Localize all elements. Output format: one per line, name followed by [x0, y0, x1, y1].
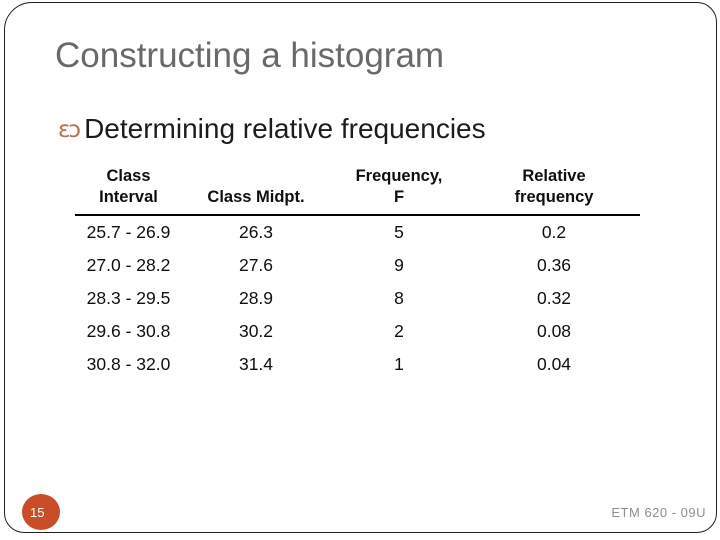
flourish-bullet-icon: ɛɔ [58, 117, 81, 143]
header-relative-frequency: Relative frequency [468, 166, 640, 216]
header-line: Frequency, [355, 167, 443, 185]
table-cell: 2 [394, 321, 404, 341]
table-row: 30.8 - 32.0 31.4 1 0.04 [75, 348, 640, 381]
table-cell: 30.8 - 32.0 [86, 354, 171, 374]
table-cell: 0.32 [536, 288, 572, 308]
header-frequency: Frequency, F [330, 166, 468, 216]
header-line: Class Midpt. [207, 188, 305, 206]
page-number-badge: 15 [22, 494, 60, 530]
table-cell: 8 [394, 288, 404, 308]
bullet-item: ɛɔ Determining relative frequencies [58, 113, 486, 145]
table-cell: 0.04 [536, 354, 572, 374]
header-line: Interval [99, 188, 158, 206]
table-cell: 0.08 [536, 321, 572, 341]
table-cell: 31.4 [238, 354, 274, 374]
header-class-interval: Class Interval [75, 166, 182, 216]
slide-title: Constructing a histogram [55, 36, 445, 75]
table-cell: 30.2 [238, 321, 274, 341]
table-cell: 5 [394, 222, 404, 242]
table-cell: 27.6 [238, 255, 274, 275]
relative-frequency-table: Class Interval Class Midpt. Frequency, F… [75, 166, 640, 381]
table-cell: 9 [394, 255, 404, 275]
header-line: F [393, 188, 405, 206]
slide-frame [4, 2, 717, 533]
table-cell: 28.9 [238, 288, 274, 308]
bullet-label: Determining relative frequencies [84, 113, 486, 144]
table-row: 29.6 - 30.8 30.2 2 0.08 [75, 315, 640, 348]
header-class-midpt: Class Midpt. [182, 166, 330, 216]
header-line: frequency [514, 188, 594, 206]
table-cell: 29.6 - 30.8 [86, 321, 171, 341]
header-line: Relative [522, 167, 586, 185]
page-number: 15 [30, 504, 45, 520]
table-cell: 1 [394, 354, 404, 374]
table-row: 28.3 - 29.5 28.9 8 0.32 [75, 282, 640, 315]
table-cell: 0.36 [536, 255, 572, 275]
table-row: 27.0 - 28.2 27.6 9 0.36 [75, 249, 640, 282]
table-cell: 0.2 [541, 222, 567, 242]
footer-course-code: ETM 620 - 09U [611, 505, 706, 520]
table-header-row: Class Interval Class Midpt. Frequency, F… [75, 166, 640, 216]
table-cell: 25.7 - 26.9 [86, 222, 171, 242]
table-cell: 27.0 - 28.2 [86, 255, 171, 275]
table-cell: 26.3 [238, 222, 274, 242]
table-row: 25.7 - 26.9 26.3 5 0.2 [75, 215, 640, 249]
table-cell: 28.3 - 29.5 [86, 288, 171, 308]
header-line: Class [106, 167, 151, 185]
